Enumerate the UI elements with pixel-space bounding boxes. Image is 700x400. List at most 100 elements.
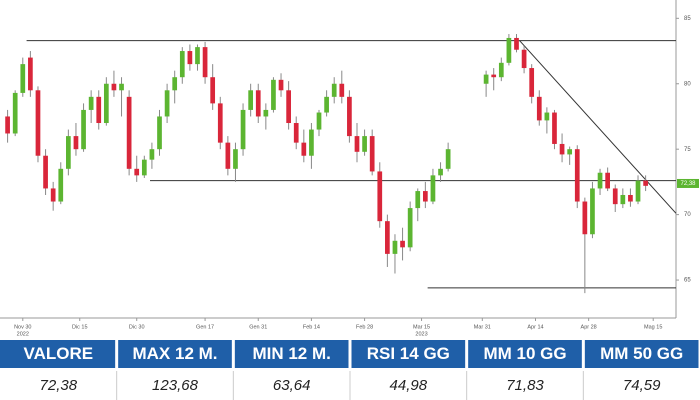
candle-body	[574, 149, 580, 202]
candle-body	[514, 37, 519, 50]
x-tick-label: Dic 15	[72, 324, 88, 330]
candle-body	[590, 188, 595, 235]
candle-body	[377, 171, 383, 222]
candle-body	[187, 51, 193, 65]
candle-body	[286, 90, 291, 124]
candle-body	[164, 90, 170, 117]
x-tick-label: Mar 15	[413, 324, 430, 330]
value-text: 123,68	[152, 377, 199, 394]
candle-body	[195, 47, 200, 65]
candle-body	[491, 74, 497, 78]
candle-body	[88, 96, 94, 110]
candle-body	[521, 49, 527, 69]
x-tick-label: Gen 17	[196, 324, 214, 330]
candle-body	[559, 143, 565, 155]
candle-body	[415, 191, 421, 209]
candle-body	[347, 96, 352, 137]
header-text: RSI 14 GG	[367, 344, 450, 363]
candle-body	[354, 136, 360, 152]
candle-body	[81, 109, 86, 150]
candle-body	[210, 77, 216, 104]
header-cell	[234, 340, 349, 368]
candle-body	[28, 57, 33, 91]
y-tick-label: 65	[684, 278, 691, 284]
candle-body	[385, 221, 390, 254]
candle-body	[445, 149, 451, 169]
x-tick-label: Dic 30	[129, 324, 145, 330]
candle-body	[240, 109, 246, 150]
last-price-label: 72,38	[680, 181, 696, 187]
candle-body	[111, 83, 117, 91]
x-tick-label: Nov 30	[14, 324, 31, 330]
header-cell	[0, 340, 116, 368]
candle-body	[612, 188, 618, 205]
candle-body	[225, 142, 231, 169]
value-text: 72,38	[40, 377, 78, 394]
header-cell	[584, 340, 699, 368]
x-tick-label: Gen 31	[249, 324, 267, 330]
value-text: 74,59	[623, 377, 661, 394]
candle-body	[43, 155, 48, 189]
candle-body	[597, 172, 603, 189]
candle-body	[278, 79, 284, 91]
value-text: 63,64	[273, 377, 311, 394]
y-tick-label: 85	[684, 16, 691, 22]
candle-body	[628, 194, 633, 202]
candle-body	[536, 96, 542, 121]
candle-body	[430, 175, 436, 202]
candle-body	[567, 149, 573, 155]
candle-body	[35, 90, 41, 156]
candle-body	[141, 159, 147, 176]
y-tick-label: 70	[684, 212, 691, 218]
candle-body	[179, 51, 185, 78]
header-text: VALORE	[24, 344, 94, 363]
candle-body	[293, 123, 299, 143]
header-cell	[468, 340, 582, 368]
candle-body	[620, 194, 626, 205]
candle-body	[643, 180, 648, 186]
candle-body	[66, 136, 71, 169]
candle-body	[324, 96, 329, 113]
x-tick-label: Apr 28	[581, 324, 597, 330]
candle-body	[331, 83, 337, 97]
y-tick-label: 75	[684, 147, 691, 153]
header-text: MAX 12 M.	[132, 344, 217, 363]
candle-body	[157, 116, 162, 150]
candle-body	[362, 136, 367, 152]
candle-body	[149, 149, 155, 160]
candle-body	[263, 109, 269, 117]
candle-body	[5, 116, 10, 134]
y-tick-label: 80	[684, 81, 691, 87]
candle-body	[605, 172, 610, 189]
candle-body	[233, 149, 238, 169]
x-tick-label: Mar 31	[474, 324, 491, 330]
candle-body	[271, 79, 276, 110]
candle-body	[50, 188, 56, 202]
candle-body	[309, 129, 314, 156]
candle-body	[498, 62, 504, 78]
candle-body	[172, 77, 178, 91]
candle-body	[483, 74, 489, 84]
trendline	[519, 40, 677, 214]
candle-body	[119, 83, 124, 91]
candle-body	[544, 112, 550, 121]
x-tick-label: Apr 14	[527, 324, 543, 330]
last-price-box	[677, 178, 699, 188]
candle-body	[438, 168, 443, 176]
candle-body	[635, 180, 641, 202]
candle-body	[255, 90, 261, 117]
candle-body	[134, 168, 140, 176]
year-label: 2022	[17, 331, 29, 337]
value-text: 44,98	[390, 377, 428, 394]
x-tick-label: Feb 14	[303, 324, 320, 330]
candle-body	[552, 112, 557, 144]
x-tick-label: Feb 28	[356, 324, 373, 330]
candle-body	[400, 240, 405, 248]
candle-body	[58, 168, 64, 202]
candle-body	[422, 191, 428, 202]
header-text: MM 50 GG	[600, 344, 683, 363]
candle-body	[73, 136, 79, 150]
